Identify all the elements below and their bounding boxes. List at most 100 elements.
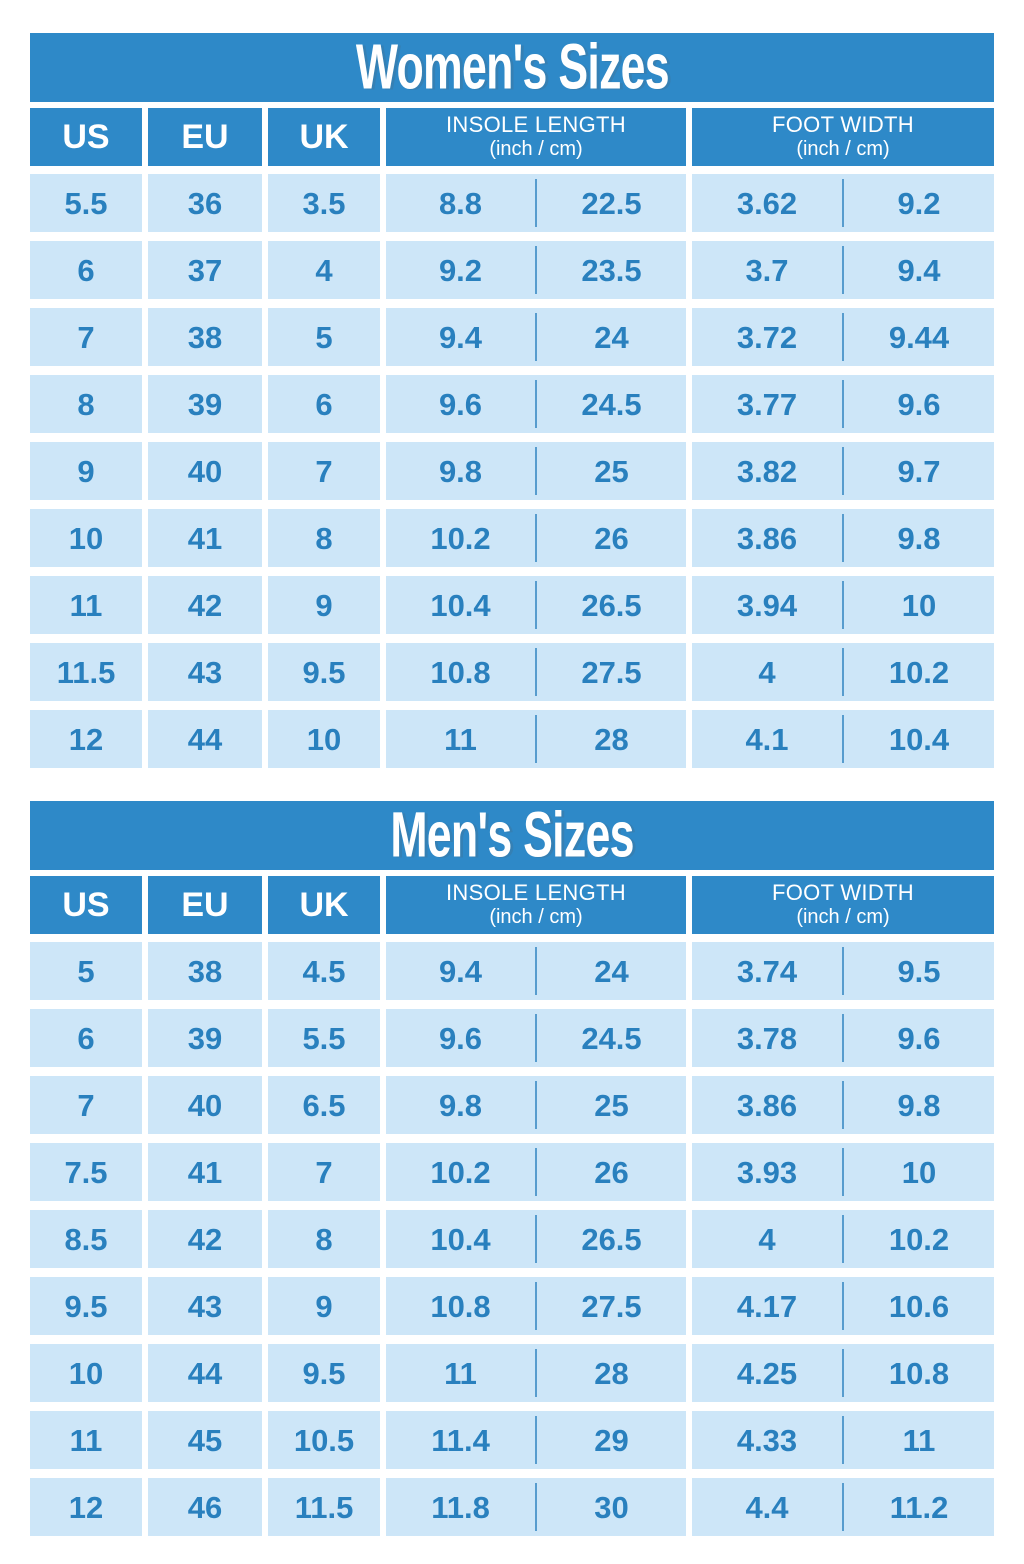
uk-size-cell: 7: [268, 442, 380, 500]
size-row: 11 45 10.5 11.4 29 4.33 11: [30, 1411, 994, 1469]
foot-width-inch-value: 3.86: [736, 520, 798, 556]
column-header-label: EU: [181, 886, 229, 924]
foot-width-cm-value: 9.44: [888, 319, 950, 355]
value-divider-line: [535, 380, 537, 428]
value-divider-line: [535, 179, 537, 227]
eu-size-cell: 38: [148, 942, 262, 1000]
uk-size-cell: 9.5: [268, 1344, 380, 1402]
foot-width-cell: 3.86 9.8: [692, 1076, 994, 1134]
foot-width-cm-value: 10.4: [888, 721, 950, 757]
foot-width-cm-value: 10.2: [888, 1221, 950, 1257]
column-header-uk: UK: [268, 876, 380, 934]
size-row: 9 40 7 9.8 25 3.82 9.7: [30, 442, 994, 500]
eu-size-cell: 42: [148, 576, 262, 634]
uk-size-cell: 6: [268, 375, 380, 433]
value-divider-line: [842, 1215, 844, 1263]
uk-size-cell: 9: [268, 1277, 380, 1335]
insole-inch-value: 10.4: [430, 1221, 491, 1257]
insole-cm-value: 24.5: [581, 1020, 642, 1056]
value-divider-line: [535, 1416, 537, 1464]
us-size-cell: 5: [30, 942, 142, 1000]
foot-width-cm-value: 9.7: [897, 453, 941, 489]
us-size-cell: 7: [30, 308, 142, 366]
insole-inch-value: 9.8: [438, 453, 483, 489]
foot-width-inch-value: 3.62: [736, 185, 798, 221]
value-divider-line: [535, 715, 537, 763]
foot-width-cell: 3.72 9.44: [692, 308, 994, 366]
us-size-cell: 12: [30, 1478, 142, 1536]
insole-inch-value: 9.8: [438, 1087, 483, 1123]
value-divider-line: [842, 179, 844, 227]
insole-cm-value: 24: [594, 319, 629, 355]
value-divider-line: [842, 1416, 844, 1464]
foot-width-cm-value: 9.8: [897, 520, 941, 556]
eu-size-cell: 44: [148, 710, 262, 768]
foot-width-inch-value: 4: [758, 1221, 776, 1257]
insole-cm-value: 26: [594, 520, 629, 556]
column-header-label: US: [62, 118, 110, 156]
eu-size-cell: 39: [148, 1009, 262, 1067]
insole-length-cell: 9.4 24: [386, 942, 686, 1000]
eu-size-cell: 44: [148, 1344, 262, 1402]
insole-length-cell: 11 28: [386, 1344, 686, 1402]
us-size-cell: 11.5: [30, 643, 142, 701]
womens-table-title-bar: Women's Sizes: [30, 33, 994, 102]
value-divider-line: [535, 447, 537, 495]
us-size-cell: 8: [30, 375, 142, 433]
uk-size-cell: 11.5: [268, 1478, 380, 1536]
uk-size-cell: 4: [268, 241, 380, 299]
uk-size-cell: 6.5: [268, 1076, 380, 1134]
size-row: 10 41 8 10.2 26 3.86 9.8: [30, 509, 994, 567]
foot-width-inch-value: 3.72: [736, 319, 798, 355]
foot-width-inch-value: 3.74: [736, 953, 798, 989]
foot-width-inch-value: 3.78: [736, 1020, 798, 1056]
size-row: 6 37 4 9.2 23.5 3.7 9.4: [30, 241, 994, 299]
insole-inch-value: 10.8: [430, 654, 491, 690]
value-divider-line: [535, 514, 537, 562]
insole-inch-value: 9.4: [438, 319, 483, 355]
eu-size-cell: 40: [148, 442, 262, 500]
foot-width-cm-value: 9.2: [897, 185, 941, 221]
value-divider-line: [535, 1014, 537, 1062]
insole-length-cell: 10.8 27.5: [386, 1277, 686, 1335]
foot-width-cell: 3.77 9.6: [692, 375, 994, 433]
uk-size-cell: 10.5: [268, 1411, 380, 1469]
insole-length-cell: 10.4 26.5: [386, 576, 686, 634]
eu-size-cell: 38: [148, 308, 262, 366]
uk-size-cell: 7: [268, 1143, 380, 1201]
foot-width-inch-value: 3.94: [736, 587, 798, 623]
eu-size-cell: 42: [148, 1210, 262, 1268]
insole-length-cell: 9.4 24: [386, 308, 686, 366]
size-row: 8 39 6 9.6 24.5 3.77 9.6: [30, 375, 994, 433]
size-row: 6 39 5.5 9.6 24.5 3.78 9.6: [30, 1009, 994, 1067]
uk-size-cell: 5.5: [268, 1009, 380, 1067]
eu-size-cell: 41: [148, 509, 262, 567]
insole-cm-value: 27.5: [581, 654, 642, 690]
insole-cm-value: 29: [594, 1422, 629, 1458]
foot-width-cm-value: 10.2: [888, 654, 950, 690]
foot-width-cm-value: 9.6: [897, 1020, 941, 1056]
value-divider-line: [842, 1014, 844, 1062]
womens-table-rows: 5.5 36 3.5 8.8 22.5 3.62 9.2 6 37 4 9.2 23.5 3.7 9.4 7…: [30, 174, 994, 768]
insole-inch-value: 10.2: [430, 520, 491, 556]
foot-width-cell: 3.74 9.5: [692, 942, 994, 1000]
insole-inch-value: 9.2: [438, 252, 483, 288]
value-divider-line: [842, 1081, 844, 1129]
eu-size-cell: 43: [148, 643, 262, 701]
column-header-label: FOOT WIDTH: [772, 112, 914, 138]
column-header-eu: EU: [148, 876, 262, 934]
insole-inch-value: 10.4: [430, 587, 491, 623]
insole-cm-value: 26: [594, 1154, 629, 1190]
insole-length-cell: 10.2 26: [386, 509, 686, 567]
foot-width-cm-value: 10.8: [888, 1355, 950, 1391]
size-row: 9.5 43 9 10.8 27.5 4.17 10.6: [30, 1277, 994, 1335]
foot-width-cell: 4.4 11.2: [692, 1478, 994, 1536]
insole-length-cell: 10.8 27.5: [386, 643, 686, 701]
insole-length-cell: 10.2 26: [386, 1143, 686, 1201]
womens-size-table: Women's Sizes US EU UK INSOLE LENGTH (in…: [30, 33, 994, 768]
insole-cm-value: 22.5: [581, 185, 642, 221]
us-size-cell: 6: [30, 1009, 142, 1067]
insole-inch-value: 11.4: [431, 1422, 490, 1458]
column-header-label: EU: [181, 118, 229, 156]
value-divider-line: [842, 1349, 844, 1397]
